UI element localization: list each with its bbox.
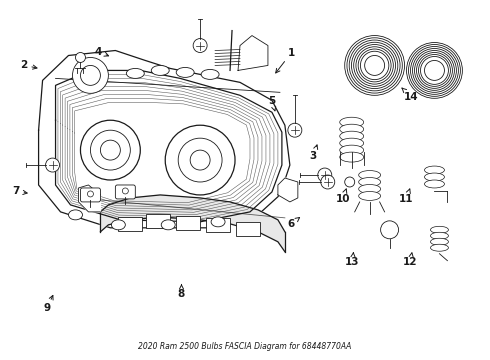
Ellipse shape — [431, 244, 448, 251]
Text: 7: 7 — [13, 186, 27, 197]
Text: 5: 5 — [268, 96, 276, 111]
Circle shape — [365, 55, 385, 75]
Ellipse shape — [431, 238, 448, 245]
Ellipse shape — [161, 220, 175, 230]
Ellipse shape — [431, 226, 448, 233]
Ellipse shape — [340, 145, 364, 155]
Ellipse shape — [340, 131, 364, 141]
Text: 2: 2 — [21, 60, 37, 70]
Text: 12: 12 — [403, 253, 417, 267]
Text: 13: 13 — [345, 253, 360, 267]
Ellipse shape — [359, 171, 381, 180]
Circle shape — [193, 39, 207, 53]
Ellipse shape — [111, 220, 125, 230]
Polygon shape — [278, 178, 298, 202]
Ellipse shape — [211, 217, 225, 227]
Circle shape — [46, 158, 59, 172]
Text: 9: 9 — [44, 296, 53, 314]
Text: 14: 14 — [402, 88, 418, 102]
FancyBboxPatch shape — [176, 216, 200, 230]
Polygon shape — [78, 185, 100, 212]
Text: 3: 3 — [310, 145, 318, 161]
Ellipse shape — [424, 166, 444, 174]
Polygon shape — [39, 50, 290, 228]
Circle shape — [424, 60, 444, 80]
Polygon shape — [238, 36, 268, 71]
Text: 6: 6 — [288, 217, 299, 229]
Ellipse shape — [126, 68, 144, 78]
FancyBboxPatch shape — [115, 185, 135, 199]
Circle shape — [73, 58, 108, 93]
Ellipse shape — [151, 66, 169, 75]
Circle shape — [381, 221, 398, 239]
FancyBboxPatch shape — [206, 218, 230, 232]
Ellipse shape — [340, 124, 364, 134]
Circle shape — [318, 168, 332, 182]
FancyBboxPatch shape — [80, 188, 100, 202]
Polygon shape — [100, 195, 285, 252]
Text: 4: 4 — [95, 46, 108, 57]
Ellipse shape — [359, 192, 381, 201]
Ellipse shape — [431, 232, 448, 239]
Polygon shape — [55, 71, 282, 222]
FancyBboxPatch shape — [147, 214, 170, 228]
Ellipse shape — [359, 184, 381, 193]
Ellipse shape — [340, 152, 364, 162]
Ellipse shape — [424, 173, 444, 181]
Circle shape — [345, 177, 355, 187]
Circle shape — [321, 175, 335, 189]
FancyBboxPatch shape — [119, 217, 142, 231]
Text: 1: 1 — [276, 48, 295, 73]
Ellipse shape — [340, 117, 364, 127]
Ellipse shape — [340, 138, 364, 148]
Ellipse shape — [69, 210, 82, 220]
Circle shape — [75, 53, 85, 62]
Ellipse shape — [359, 177, 381, 186]
Text: 2020 Ram 2500 Bulbs FASCIA Diagram for 68448770AA: 2020 Ram 2500 Bulbs FASCIA Diagram for 6… — [138, 342, 352, 351]
Ellipse shape — [424, 180, 444, 188]
Text: 8: 8 — [178, 285, 185, 299]
Circle shape — [288, 123, 302, 137]
Ellipse shape — [176, 67, 194, 77]
Text: 10: 10 — [336, 189, 350, 204]
FancyBboxPatch shape — [236, 222, 260, 236]
Text: 11: 11 — [399, 189, 414, 204]
Ellipse shape — [201, 69, 219, 80]
